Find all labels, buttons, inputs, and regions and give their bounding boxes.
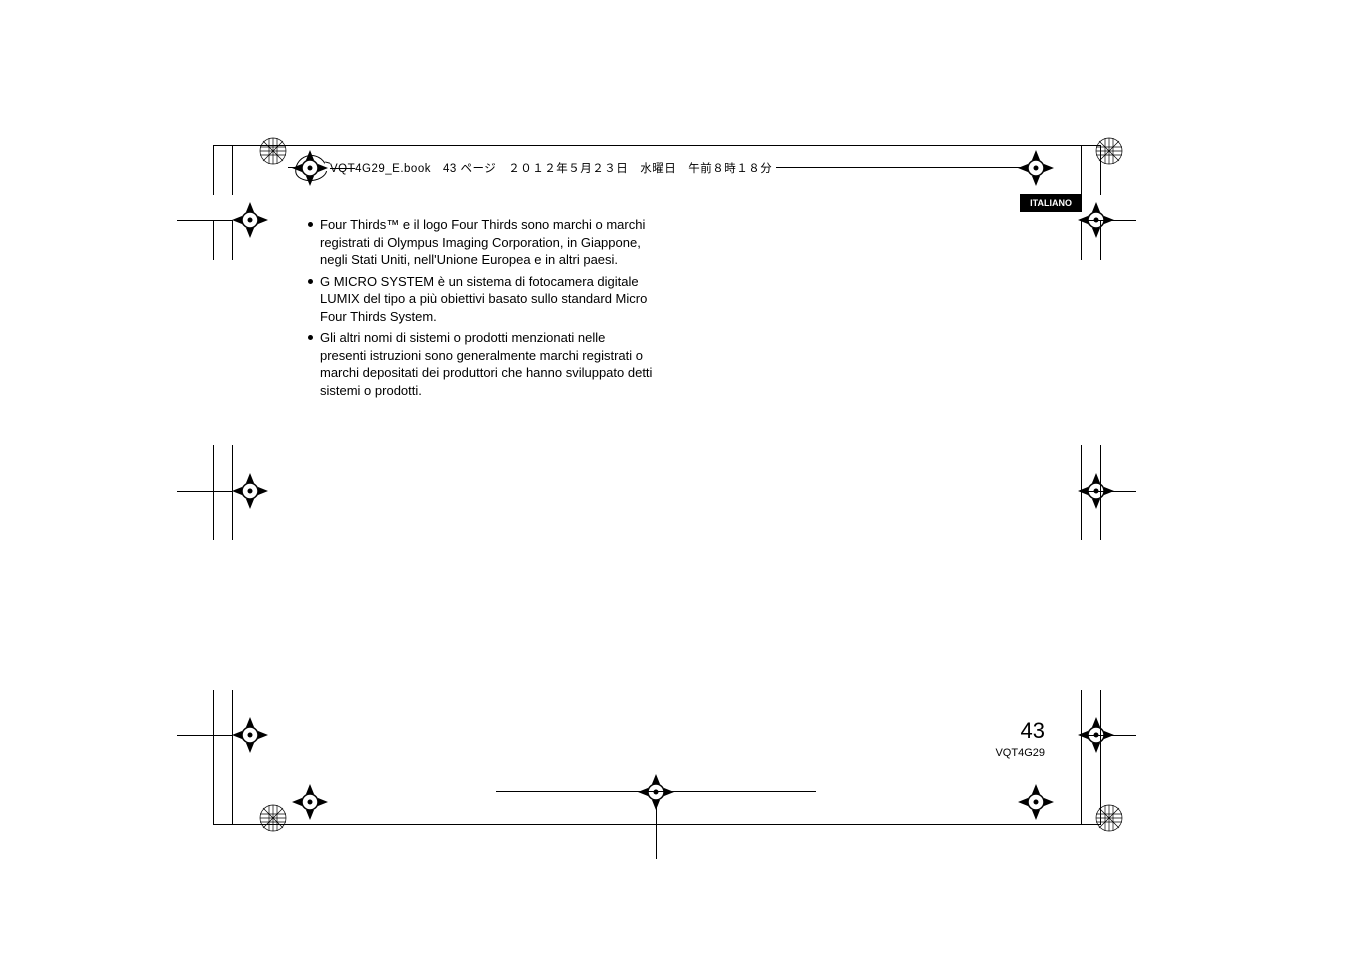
crop-vline — [213, 145, 214, 195]
globe-icon — [259, 137, 287, 165]
header-filename: VQT4G29_E.book 43 ページ ２０１２年５月２３日 水曜日 午前８… — [330, 160, 776, 176]
bullet-item: Gli altri nomi di sistemi o prodotti men… — [308, 329, 653, 399]
crop-line-top-outer — [213, 145, 1101, 146]
register-mark-icon — [290, 148, 330, 188]
crop-vline — [213, 690, 214, 825]
register-mark-icon — [290, 782, 330, 822]
bullet-item: Four Thirds™ e il logo Four Thirds sono … — [308, 216, 653, 269]
header-filename-strike: VQT — [330, 163, 355, 175]
register-mark-icon — [1076, 471, 1116, 511]
tick-line — [177, 735, 232, 736]
crop-vline — [213, 445, 214, 540]
tick-line — [177, 220, 232, 221]
page-code: VQT4G29 — [995, 747, 1045, 759]
register-mark-icon — [1076, 200, 1116, 240]
register-mark-icon — [230, 715, 270, 755]
header-filename-rest: 4G29_E.book 43 ページ ２０１２年５月２３日 水曜日 午前８時１８… — [355, 163, 772, 175]
crop-vline — [213, 220, 214, 260]
crop-line-bot-outer — [213, 824, 1101, 825]
tick-line — [656, 804, 657, 859]
globe-icon — [1095, 804, 1123, 832]
bullet-item: G MICRO SYSTEM è un sistema di fotocamer… — [308, 273, 653, 326]
crop-vline — [232, 145, 233, 195]
register-mark-icon — [1016, 782, 1056, 822]
register-mark-icon — [1016, 148, 1056, 188]
register-mark-icon — [1076, 715, 1116, 755]
globe-icon — [1095, 137, 1123, 165]
register-mark-icon — [230, 471, 270, 511]
tick-line — [177, 491, 232, 492]
register-mark-icon — [636, 772, 676, 812]
crop-vline — [232, 690, 233, 825]
register-mark-icon — [230, 200, 270, 240]
crop-vline — [1081, 690, 1082, 825]
globe-icon — [259, 804, 287, 832]
language-tab: ITALIANO — [1020, 194, 1082, 212]
crop-vline — [1081, 145, 1082, 195]
body-text: Four Thirds™ e il logo Four Thirds sono … — [308, 216, 653, 403]
page-number: 43 — [1021, 718, 1045, 744]
